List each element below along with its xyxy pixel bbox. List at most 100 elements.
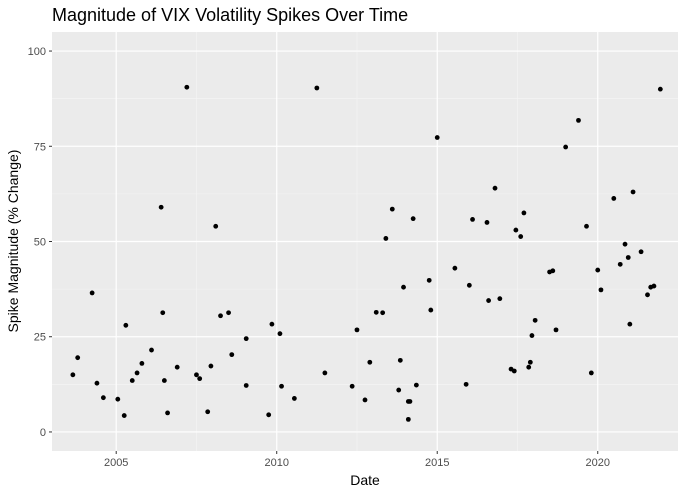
- data-point: [563, 144, 569, 150]
- data-point: [70, 372, 76, 378]
- data-point: [434, 135, 440, 140]
- data-point: [428, 307, 434, 313]
- data-point: [89, 290, 95, 296]
- y-tick-label: 100: [28, 46, 46, 58]
- y-axis: 0 25 50 75 100: [28, 46, 52, 439]
- x-tick-label: 2015: [425, 457, 449, 469]
- data-point: [553, 327, 559, 333]
- y-tick-label: 50: [34, 237, 46, 249]
- data-point: [161, 378, 167, 383]
- data-point: [466, 282, 472, 288]
- data-point: [291, 396, 297, 401]
- data-point: [160, 310, 166, 316]
- data-point: [397, 357, 403, 363]
- data-point: [134, 370, 140, 376]
- data-point: [617, 261, 623, 267]
- data-point: [486, 298, 491, 303]
- data-point: [497, 296, 503, 302]
- data-point: [532, 317, 538, 323]
- data-point: [174, 364, 180, 370]
- x-tick-label: 2010: [264, 457, 288, 469]
- data-point: [492, 185, 498, 191]
- y-tick-label: 25: [34, 332, 46, 344]
- data-point: [598, 287, 604, 293]
- data-point: [139, 360, 145, 366]
- data-point: [269, 321, 275, 327]
- data-point: [484, 220, 490, 225]
- data-point: [529, 333, 535, 338]
- data-point: [518, 234, 524, 239]
- y-tick-label: 75: [34, 141, 46, 153]
- data-point: [622, 241, 628, 247]
- data-point: [413, 382, 419, 388]
- data-point: [452, 265, 458, 271]
- data-point: [389, 206, 395, 212]
- data-point: [527, 359, 533, 365]
- data-point: [94, 380, 100, 386]
- data-point: [362, 397, 368, 403]
- data-point: [184, 84, 190, 90]
- data-point: [576, 117, 581, 123]
- data-point: [277, 331, 283, 337]
- data-point: [584, 223, 589, 229]
- data-point: [100, 395, 106, 401]
- data-point: [526, 364, 532, 370]
- data-point: [407, 399, 413, 404]
- data-point: [513, 227, 519, 233]
- data-point: [657, 86, 663, 92]
- x-tick-label: 2020: [586, 457, 610, 469]
- data-point: [243, 336, 249, 342]
- data-point: [226, 310, 231, 316]
- data-points: [70, 84, 663, 422]
- data-point: [373, 309, 379, 315]
- x-axis-title: Date: [350, 472, 380, 488]
- data-point: [651, 283, 657, 289]
- data-point: [426, 277, 432, 283]
- data-point: [129, 378, 135, 383]
- gridlines: [52, 32, 678, 451]
- data-point: [383, 236, 389, 241]
- data-point: [266, 412, 272, 418]
- x-axis: 2005 2010 2015 2020: [104, 451, 610, 469]
- data-point: [595, 267, 601, 273]
- data-point: [380, 310, 386, 316]
- data-point: [349, 383, 355, 389]
- data-point: [470, 217, 475, 222]
- data-point: [279, 383, 284, 389]
- data-point: [550, 268, 556, 274]
- data-point: [158, 204, 164, 210]
- data-point: [213, 223, 219, 229]
- data-point: [229, 352, 235, 358]
- data-point: [314, 85, 320, 91]
- data-point: [627, 321, 633, 327]
- data-point: [205, 409, 211, 415]
- data-point: [121, 413, 127, 418]
- data-point: [367, 359, 373, 365]
- data-point: [165, 410, 170, 416]
- data-point: [638, 249, 644, 255]
- data-point: [197, 376, 203, 382]
- data-point: [410, 216, 416, 222]
- data-point: [75, 355, 81, 361]
- data-point: [405, 416, 411, 422]
- data-point: [511, 368, 517, 374]
- data-point: [322, 370, 328, 376]
- data-point: [625, 255, 631, 260]
- data-point: [194, 372, 199, 378]
- x-tick-label: 2005: [104, 457, 128, 469]
- data-point: [401, 284, 406, 290]
- data-point: [521, 210, 527, 216]
- data-point: [354, 327, 360, 333]
- data-point: [630, 189, 636, 195]
- data-point: [243, 383, 249, 388]
- data-point: [645, 292, 650, 298]
- data-point: [611, 196, 617, 201]
- data-point: [588, 370, 594, 376]
- data-point: [123, 322, 129, 328]
- y-axis-title: Spike Magnitude (% Change): [5, 150, 21, 333]
- data-point: [208, 363, 214, 369]
- data-point: [218, 313, 223, 319]
- chart-title: Magnitude of VIX Volatility Spikes Over …: [52, 5, 408, 25]
- y-tick-label: 0: [40, 427, 46, 439]
